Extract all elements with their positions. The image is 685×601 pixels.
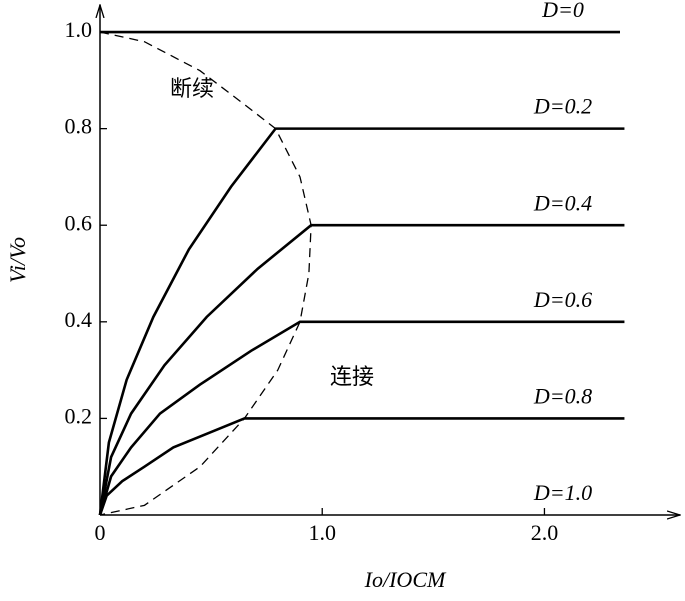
series-label: D=0.6 bbox=[533, 287, 592, 312]
y-tick-label: 0.6 bbox=[65, 210, 93, 235]
series-label: D=0.4 bbox=[533, 190, 592, 215]
x-tick-label: 1.0 bbox=[308, 520, 336, 545]
line bbox=[98, 417, 625, 516]
x-tick-label: 0 bbox=[95, 520, 106, 545]
line bbox=[98, 127, 625, 516]
x-axis-label: Io/IOCM bbox=[364, 567, 447, 592]
boundary-line bbox=[99, 31, 312, 516]
series-label: D=0.8 bbox=[533, 383, 592, 408]
x-tick-label: 2.0 bbox=[531, 520, 559, 545]
line bbox=[98, 223, 625, 516]
region-label: 连接 bbox=[330, 365, 374, 390]
line bbox=[98, 320, 625, 516]
y-tick-label: 0.4 bbox=[65, 307, 93, 332]
y-tick-label: 0.8 bbox=[65, 114, 93, 139]
y-tick-label: 0.2 bbox=[65, 403, 93, 428]
series-label: D=0.2 bbox=[533, 94, 592, 119]
series-label: D=1.0 bbox=[533, 480, 592, 505]
y-axis-label: Vi/Vo bbox=[5, 237, 30, 283]
series-label: D=0 bbox=[541, 0, 584, 22]
y-tick-label: 1.0 bbox=[65, 17, 93, 42]
region-label: 断续 bbox=[170, 77, 214, 102]
